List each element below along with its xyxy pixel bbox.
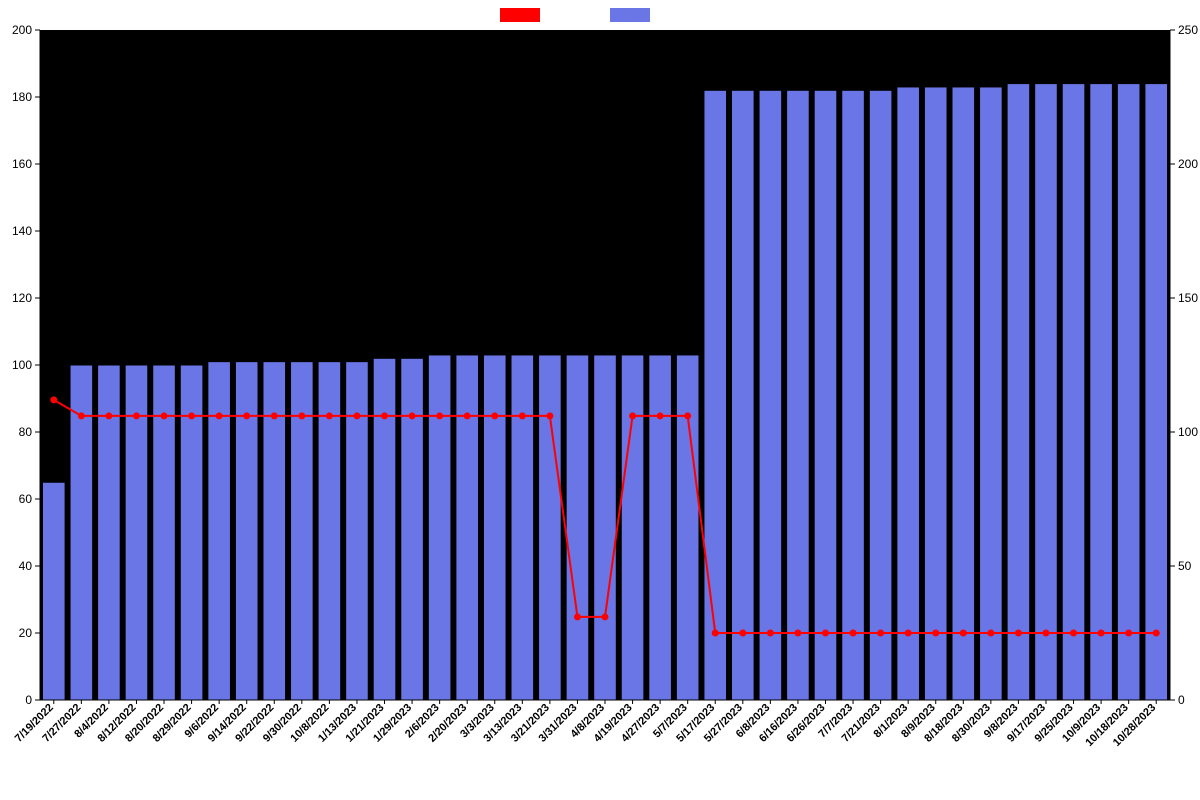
bar xyxy=(842,90,865,700)
ylabel-right: 0 xyxy=(1178,693,1185,707)
line-marker xyxy=(795,630,801,636)
bar xyxy=(235,362,258,700)
line-marker xyxy=(1043,630,1049,636)
ylabel-left: 140 xyxy=(12,224,32,238)
line-marker xyxy=(244,413,250,419)
ylabel-left: 20 xyxy=(19,626,33,640)
line-marker xyxy=(437,413,443,419)
bar xyxy=(924,87,947,700)
line-marker xyxy=(685,413,691,419)
bar xyxy=(1007,84,1030,700)
bar xyxy=(511,355,534,700)
ylabel-left: 100 xyxy=(12,358,32,372)
bar xyxy=(373,358,396,700)
ylabel-right: 100 xyxy=(1178,425,1198,439)
ylabel-right: 250 xyxy=(1178,23,1198,37)
ylabel-left: 120 xyxy=(12,291,32,305)
legend-swatch-bar xyxy=(610,8,650,22)
line-marker xyxy=(767,630,773,636)
line-marker xyxy=(1126,630,1132,636)
line-marker xyxy=(519,413,525,419)
bar xyxy=(1117,84,1140,700)
bar xyxy=(346,362,369,700)
bar xyxy=(732,90,755,700)
bar xyxy=(704,90,727,700)
line-marker xyxy=(547,413,553,419)
bar xyxy=(208,362,231,700)
line-marker xyxy=(822,630,828,636)
line-marker xyxy=(78,413,84,419)
line-marker xyxy=(382,413,388,419)
chart-container: 0 20 40 60 80 100 120 140 160 180 200 0 50 100 150 200 2… xyxy=(0,0,1200,800)
bar xyxy=(980,87,1003,700)
bar xyxy=(291,362,314,700)
ylabel-left: 200 xyxy=(12,23,32,37)
bar xyxy=(539,355,562,700)
line-marker xyxy=(1071,630,1077,636)
bar xyxy=(814,90,837,700)
bar xyxy=(594,355,617,700)
ylabel-left: 40 xyxy=(19,559,33,573)
line-marker xyxy=(905,630,911,636)
line-marker xyxy=(1153,630,1159,636)
line-marker xyxy=(106,413,112,419)
line-marker xyxy=(933,630,939,636)
ylabel-right: 150 xyxy=(1178,291,1198,305)
bar xyxy=(621,355,644,700)
ylabel-right: 200 xyxy=(1178,157,1198,171)
line-marker xyxy=(271,413,277,419)
bar xyxy=(263,362,286,700)
line-marker xyxy=(657,413,663,419)
line-marker xyxy=(850,630,856,636)
line-marker xyxy=(1098,630,1104,636)
line-marker xyxy=(216,413,222,419)
bar xyxy=(649,355,672,700)
bar xyxy=(456,355,479,700)
bar xyxy=(318,362,341,700)
bar xyxy=(1035,84,1058,700)
line-marker xyxy=(51,397,57,403)
line-marker xyxy=(161,413,167,419)
ylabel-left: 80 xyxy=(19,425,33,439)
line-marker xyxy=(189,413,195,419)
line-marker xyxy=(602,614,608,620)
legend-swatch-line xyxy=(500,8,540,22)
line-marker xyxy=(354,413,360,419)
bar xyxy=(483,355,506,700)
line-marker xyxy=(133,413,139,419)
line-marker xyxy=(409,413,415,419)
bar xyxy=(1062,84,1085,700)
line-marker xyxy=(712,630,718,636)
ylabel-left: 160 xyxy=(12,157,32,171)
line-marker xyxy=(492,413,498,419)
ylabel-right: 50 xyxy=(1178,559,1192,573)
line-marker xyxy=(960,630,966,636)
line-marker xyxy=(878,630,884,636)
line-marker xyxy=(464,413,470,419)
bar xyxy=(869,90,892,700)
bar xyxy=(566,355,589,700)
line-marker xyxy=(326,413,332,419)
line-marker xyxy=(574,614,580,620)
bar xyxy=(759,90,782,700)
ylabel-left: 60 xyxy=(19,492,33,506)
chart-svg: 0 20 40 60 80 100 120 140 160 180 200 0 50 100 150 200 2… xyxy=(0,0,1200,800)
bar xyxy=(42,482,65,700)
line-marker xyxy=(299,413,305,419)
bar xyxy=(787,90,810,700)
bar xyxy=(401,358,424,700)
line-marker xyxy=(630,413,636,419)
line-marker xyxy=(1015,630,1021,636)
line-marker xyxy=(988,630,994,636)
ylabel-left: 180 xyxy=(12,90,32,104)
bar xyxy=(897,87,920,700)
bar xyxy=(952,87,975,700)
bar xyxy=(1145,84,1168,700)
line-marker xyxy=(740,630,746,636)
bar xyxy=(676,355,699,700)
bar xyxy=(428,355,451,700)
bar xyxy=(1090,84,1113,700)
ylabel-left: 0 xyxy=(25,693,32,707)
